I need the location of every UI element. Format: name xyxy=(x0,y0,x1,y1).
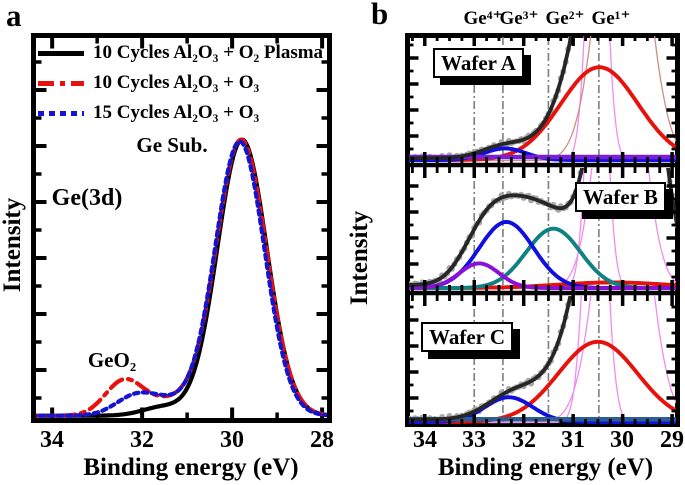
panel-a-title-ge3d: Ge(3d) xyxy=(51,185,123,211)
legend-line-swatch-dashdot-red xyxy=(38,80,84,86)
panel-b-plot xyxy=(405,33,680,427)
panel-a-x-axis-label: Binding energy (eV) xyxy=(83,454,299,481)
x-tick-a-34: 34 xyxy=(40,427,64,453)
panel-a-plot xyxy=(31,33,332,423)
legend-label: 10 Cycles Al₂O₃ + O₂ Plasma xyxy=(93,42,324,63)
wafer-b-label: Wafer B xyxy=(575,182,666,212)
legend-item-15cy-o3: 15 Cycles Al₂O₃ + O₃ xyxy=(38,98,323,128)
x-tick-b-31: 31 xyxy=(561,427,585,453)
ge3plus-label: Ge³⁺ xyxy=(499,8,539,29)
substrate-peak-label: Ge Sub. xyxy=(136,133,208,157)
x-tick-b-30: 30 xyxy=(610,427,634,453)
panel-b-x-axis-label: Binding energy (eV) xyxy=(437,454,654,481)
legend-label: 15 Cycles Al₂O₃ + O₃ xyxy=(93,102,260,123)
x-tick-b-29: 29 xyxy=(660,427,684,453)
ge4plus-label: Ge⁴⁺ xyxy=(463,8,503,29)
panel-a-letter: a xyxy=(6,0,22,33)
legend-line-swatch-solid-black xyxy=(38,50,84,56)
legend-line-swatch-dotted-blue xyxy=(38,110,84,116)
x-tick-a-30: 30 xyxy=(220,427,244,453)
legend-item-o2-plasma: 10 Cycles Al₂O₃ + O₂ Plasma xyxy=(38,38,323,68)
panel-a-y-axis-label: Intensity xyxy=(0,197,26,293)
wafer-a-label: Wafer A xyxy=(433,48,524,78)
wafer-c-label: Wafer C xyxy=(421,322,514,352)
ge1plus-label: Ge¹⁺ xyxy=(591,8,631,29)
legend-label: 10 Cycles Al₂O₃ + O₃ xyxy=(93,72,260,93)
x-tick-b-32: 32 xyxy=(512,427,536,453)
panel-a-legend: 10 Cycles Al₂O₃ + O₂ Plasma 10 Cycles Al… xyxy=(38,38,323,128)
legend-item-10cy-o3: 10 Cycles Al₂O₃ + O₃ xyxy=(38,68,323,98)
x-tick-b-33: 33 xyxy=(462,427,486,453)
panel-b-letter: b xyxy=(371,0,389,31)
oxide-peak-label: GeO₂ xyxy=(87,348,137,372)
x-tick-a-32: 32 xyxy=(130,427,154,453)
x-tick-b-34: 34 xyxy=(413,427,437,453)
panel-b-y-axis-label: Intensity xyxy=(346,210,373,306)
x-tick-a-28: 28 xyxy=(310,427,334,453)
ge2plus-label: Ge²⁺ xyxy=(545,8,585,29)
